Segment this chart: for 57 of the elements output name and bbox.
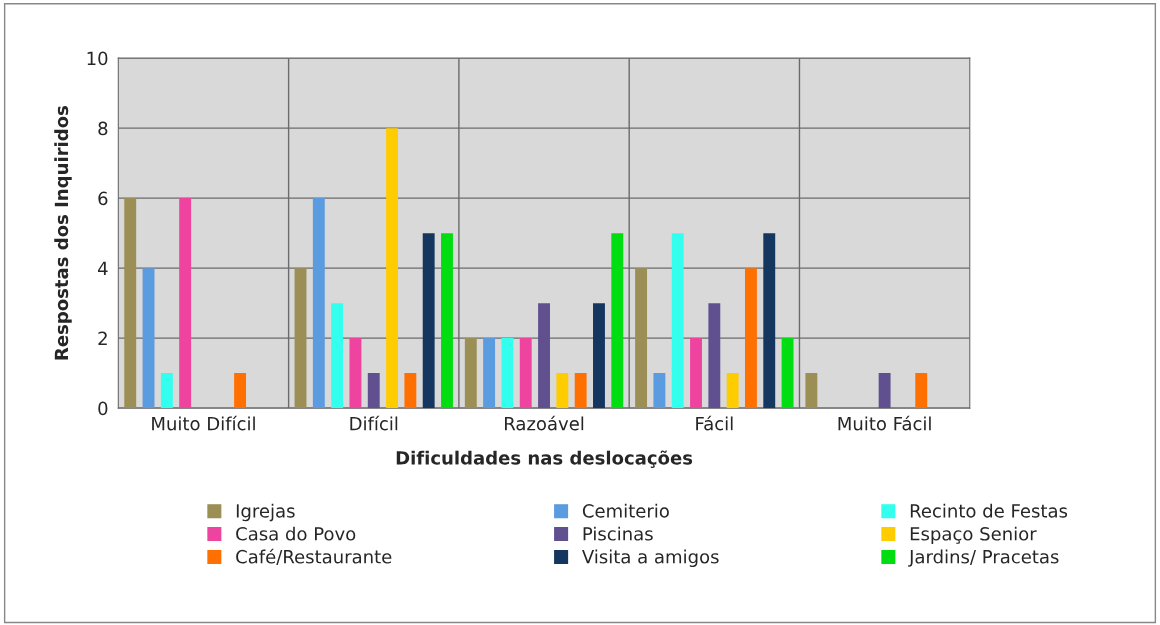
bar [179, 198, 192, 409]
x-tick-label: Muito Difícil [152, 415, 255, 431]
bar [781, 338, 794, 409]
bar [349, 338, 362, 409]
bar [708, 303, 721, 409]
bar [611, 233, 624, 409]
legend-label: Igrejas [236, 503, 295, 522]
bar [745, 268, 757, 409]
bar [234, 373, 247, 409]
bar [294, 268, 307, 409]
bar [501, 338, 514, 409]
bar [653, 373, 666, 409]
bar [878, 373, 891, 409]
legend-label: Casa do Povo [236, 526, 356, 541]
bar [404, 373, 417, 409]
bar [519, 338, 532, 409]
x-tick-label: Fácil [696, 415, 733, 431]
bar [483, 338, 496, 409]
x-tick-label: Muito Fácil [838, 415, 931, 431]
bar [142, 268, 155, 409]
y-axis-title: Respostas dos Inquiridos [54, 106, 72, 360]
legend-label: Recinto de Festas [910, 503, 1068, 518]
y-tick-label: 4 [97, 261, 108, 275]
legend-label: Espaço Senior [910, 526, 1037, 545]
y-tick-label: 6 [98, 191, 108, 206]
legend-label: Visita a amigos [582, 549, 719, 568]
bar [464, 338, 477, 409]
bar [386, 128, 399, 409]
bar [124, 198, 137, 409]
bar [160, 373, 173, 409]
bar [593, 303, 605, 409]
bar [312, 198, 325, 409]
bar [422, 233, 435, 409]
legend-label: Cemiterio [582, 503, 669, 518]
bar [331, 303, 344, 409]
bar [441, 233, 453, 409]
bar [915, 373, 928, 409]
bar [726, 373, 739, 409]
x-tick-label: Difícil [350, 415, 398, 431]
bar [635, 268, 648, 409]
legend-label: Café/Restaurante [236, 548, 392, 565]
y-tick-label: 2 [98, 331, 107, 345]
bar [805, 373, 818, 409]
bar [763, 233, 776, 409]
bar [671, 233, 684, 409]
bar [556, 373, 569, 409]
bar [538, 303, 550, 409]
legend-label: Piscinas [583, 526, 653, 541]
x-axis-title: Dificuldades nas deslocações [396, 450, 693, 468]
bar [574, 373, 587, 409]
bar [690, 338, 702, 409]
bar [367, 373, 380, 409]
y-tick-label: 10 [87, 51, 108, 66]
y-tick-label: 0 [98, 401, 108, 416]
y-tick-label: 8 [98, 121, 108, 136]
legend-label: Jardins/ Pracetas [908, 549, 1059, 567]
x-tick-label: Razoável [505, 415, 584, 431]
